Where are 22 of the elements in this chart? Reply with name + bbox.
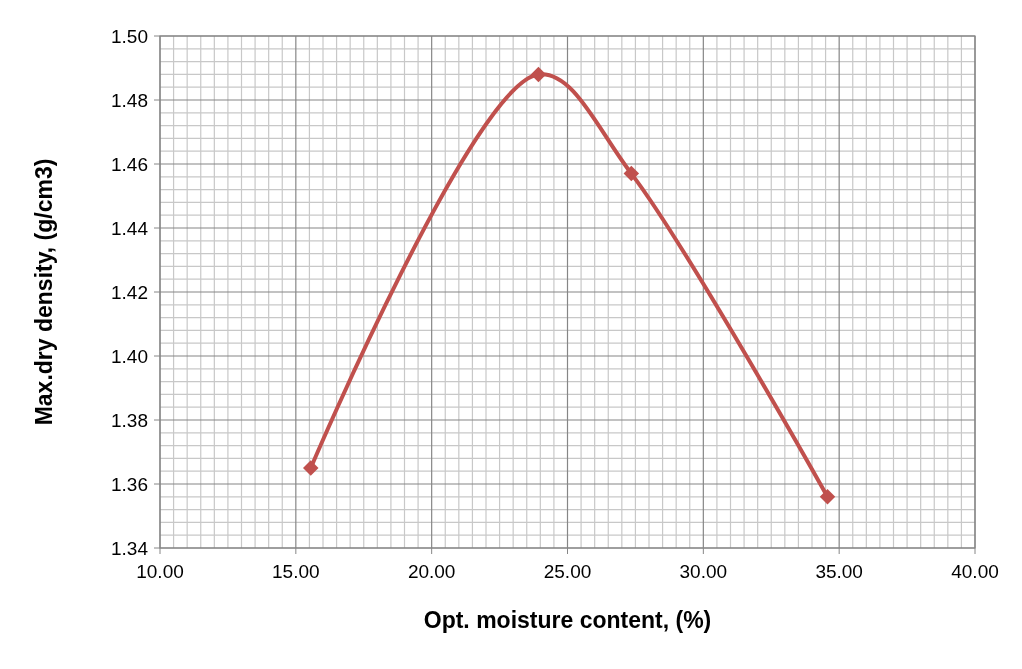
- y-tick-label: 1.50: [111, 25, 148, 47]
- y-tick-label: 1.46: [111, 153, 148, 175]
- point: [819, 489, 836, 505]
- y-tick-label: 1.42: [111, 281, 148, 303]
- y-tick-label: 1.36: [111, 473, 148, 495]
- y-tick-label: 1.38: [111, 409, 148, 431]
- x-tick-label: 15.00: [272, 561, 320, 582]
- point: [623, 165, 640, 182]
- x-axis-title: Opt. moisture content, (%): [423, 607, 712, 633]
- y-tick-label: 1.40: [111, 345, 148, 367]
- point: [530, 66, 547, 83]
- y-tick-label: 1.44: [111, 217, 149, 239]
- y-tick-label: 1.34: [111, 537, 149, 559]
- y-axis-title: Max.dry density, (g/cm3): [31, 158, 57, 426]
- x-tick-label: 25.00: [543, 561, 592, 582]
- x-tick-label: 35.00: [815, 561, 863, 582]
- point: [303, 460, 319, 476]
- x-tick-label: 20.00: [407, 561, 456, 582]
- x-tick-label: 30.00: [679, 561, 728, 582]
- y-tick-label: 1.48: [111, 89, 148, 111]
- x-tick-label: 10.00: [136, 561, 184, 582]
- x-tick-label: 40.00: [951, 561, 999, 582]
